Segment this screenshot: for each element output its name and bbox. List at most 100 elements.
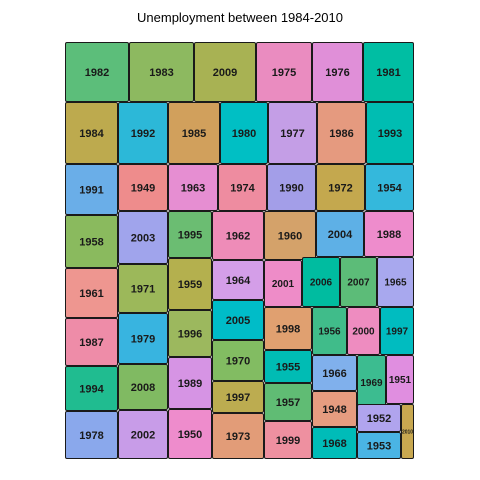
tile-label-1971: 1971 [131, 283, 155, 295]
tile-1948 [312, 391, 357, 427]
tile-label-1956: 1956 [318, 327, 341, 338]
tile-1982 [65, 42, 129, 102]
tile-1966 [312, 355, 357, 391]
tile-label-1948: 1948 [322, 404, 346, 416]
tile-label-1966: 1966 [322, 368, 346, 380]
tile-1949 [118, 164, 168, 211]
tile-1996 [168, 310, 212, 357]
tile-2007 [340, 257, 377, 307]
tile-label-1961: 1961 [79, 288, 103, 300]
tile-label-1986: 1986 [329, 128, 353, 140]
tile-label-1983: 1983 [149, 67, 173, 79]
tile-label-1953: 1953 [367, 440, 391, 452]
tile-2009 [194, 42, 256, 102]
tile-1953 [357, 432, 401, 459]
tile-label-1949: 1949 [131, 182, 155, 194]
tile-1956 [312, 307, 347, 355]
tile-label-1957: 1957 [276, 397, 300, 409]
tile-2000 [347, 307, 380, 355]
tile-2005 [212, 300, 264, 340]
tile-label-1995: 1995 [178, 229, 202, 241]
tile-1978 [65, 411, 118, 459]
tile-1971 [118, 264, 168, 313]
tile-label-1982: 1982 [85, 67, 109, 79]
tile-label-1981: 1981 [376, 67, 400, 79]
tile-label-2006: 2006 [310, 278, 333, 289]
tile-2003 [118, 211, 168, 264]
tile-label-2001: 2001 [272, 279, 295, 290]
tile-label-2000: 2000 [352, 327, 375, 338]
tile-1985 [168, 102, 220, 164]
tile-1972 [316, 164, 365, 211]
tile-label-1987: 1987 [79, 337, 103, 349]
tile-1973 [212, 413, 264, 459]
tile-label-1993: 1993 [378, 128, 402, 140]
tile-1988 [364, 211, 414, 257]
tile-label-1965: 1965 [384, 278, 407, 289]
tile-label-1958: 1958 [79, 236, 103, 248]
tile-label-1968: 1968 [322, 438, 346, 450]
tile-label-1979: 1979 [131, 333, 155, 345]
tile-2010 [401, 404, 414, 459]
tile-label-1974: 1974 [230, 182, 255, 194]
tile-1993 [366, 102, 414, 164]
tile-label-1992: 1992 [131, 128, 155, 140]
tile-1959 [168, 258, 212, 310]
tile-1954 [365, 164, 414, 211]
tile-1989 [168, 357, 212, 409]
tile-label-1977: 1977 [280, 128, 304, 140]
tile-1995 [168, 211, 212, 258]
tile-label-1973: 1973 [226, 431, 250, 443]
tile-label-1951: 1951 [389, 375, 412, 386]
tile-label-1994: 1994 [79, 383, 104, 395]
tile-2002 [118, 410, 168, 459]
tile-1957 [264, 383, 312, 421]
tile-label-1969: 1969 [360, 378, 383, 389]
tile-label-1998: 1998 [276, 323, 300, 335]
tile-1997 [380, 307, 414, 355]
tile-1961 [65, 268, 118, 318]
tile-label-1976: 1976 [325, 67, 349, 79]
tile-1994 [65, 366, 118, 411]
tile-label-1984: 1984 [79, 128, 104, 140]
tile-label-2003: 2003 [131, 232, 155, 244]
tile-label-1962: 1962 [226, 230, 250, 242]
tile-label-2002: 2002 [131, 429, 155, 441]
tile-1965 [377, 257, 414, 307]
tile-label-1963: 1963 [181, 182, 205, 194]
tile-1970 [212, 340, 264, 381]
tile-label-2005: 2005 [226, 315, 250, 327]
tile-label-1950: 1950 [178, 429, 202, 441]
tile-label-2010: 2010 [402, 429, 413, 435]
tile-2006 [302, 257, 340, 307]
tile-1963 [168, 164, 218, 211]
tile-label-1970: 1970 [226, 355, 250, 367]
tile-1979 [118, 313, 168, 364]
tile-1987 [65, 318, 118, 366]
tile-1958 [65, 215, 118, 268]
tile-label-1959: 1959 [178, 279, 202, 291]
tile-label-1955: 1955 [276, 361, 300, 373]
tile-label-1997b: 1997 [226, 392, 250, 404]
tile-1981 [363, 42, 414, 102]
tile-1976 [312, 42, 363, 102]
tile-label-1980: 1980 [232, 128, 256, 140]
tile-1962 [212, 211, 264, 260]
tile-1964 [212, 260, 264, 300]
tile-label-1978: 1978 [79, 430, 103, 442]
tile-label-1975: 1975 [272, 67, 296, 79]
tile-label-1985: 1985 [182, 128, 206, 140]
tile-2004 [316, 211, 364, 257]
tile-label-2007: 2007 [347, 278, 370, 289]
tile-2008 [118, 364, 168, 410]
treemap-tiles: 1982 1983 2009 1975 1976 1981 1984 1992 1985 1980… [65, 42, 414, 459]
tile-1955 [264, 350, 312, 383]
tile-label-1991: 1991 [79, 184, 103, 196]
tile-1997b [212, 381, 264, 413]
tile-label-1989: 1989 [178, 378, 202, 390]
tile-label-1954: 1954 [377, 182, 402, 194]
tile-1990 [267, 164, 316, 211]
tile-1986 [317, 102, 366, 164]
tile-label-1972: 1972 [328, 182, 352, 194]
